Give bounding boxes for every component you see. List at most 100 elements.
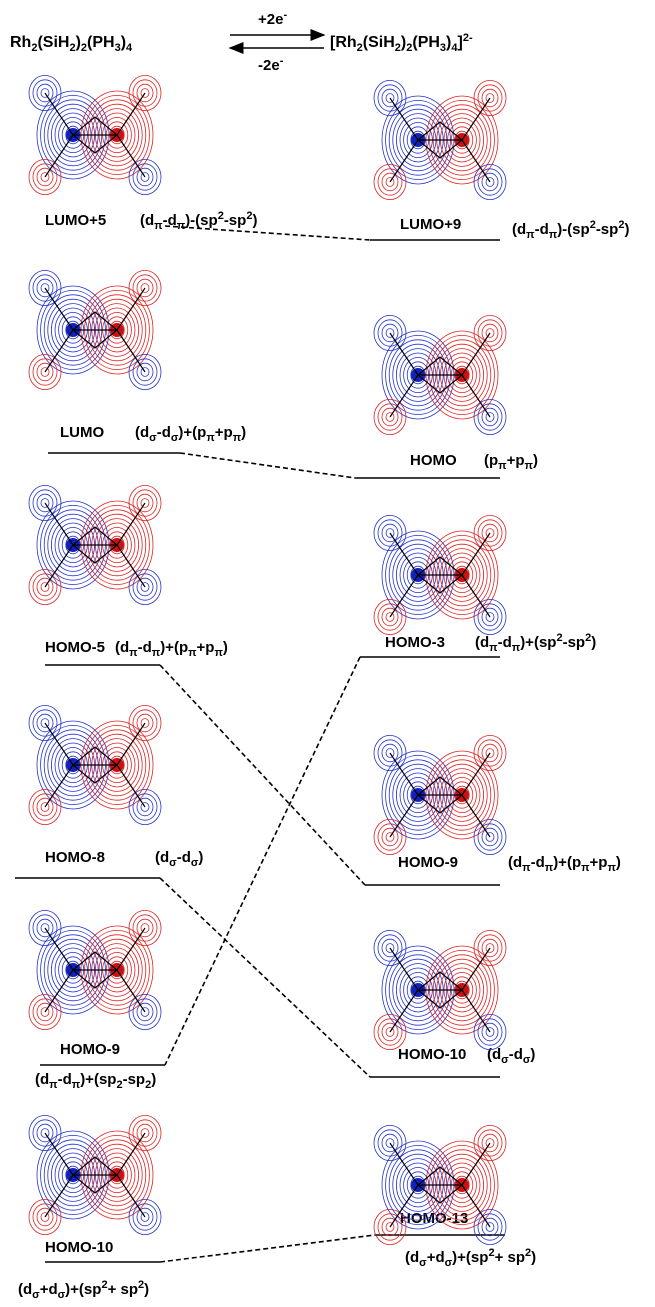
text-run: + sp [108, 1281, 138, 1298]
text-run: +p [197, 639, 215, 656]
level-name: LUMO [60, 424, 104, 441]
orbital-plot [374, 735, 506, 854]
superscript: - [283, 9, 287, 21]
level-name: HOMO-10 [398, 1046, 466, 1063]
level-description: (dπ-dπ)+(sp2-sp2) [35, 1071, 156, 1091]
arrow-label: +2e- [258, 9, 287, 28]
text-run: ) [533, 452, 538, 469]
text-run: (d [18, 1281, 32, 1298]
text-run: ) [591, 634, 596, 651]
orbital-plot [29, 75, 161, 194]
text-run: ) [531, 1249, 536, 1266]
text-run: )+(sp [80, 1071, 116, 1088]
text-run: )+(sp [452, 1249, 488, 1266]
level-description: (dσ+dσ)+(sp2+ sp2) [405, 1247, 536, 1269]
text-run: )+(sp [65, 1281, 101, 1298]
text-run: -sp [224, 212, 247, 229]
subscript: 4 [126, 42, 133, 54]
text-run: Rh [10, 34, 31, 51]
text-run: [Rh [330, 34, 357, 51]
orbital-plot [29, 705, 161, 824]
diagram: Rh2(SiH2)2(PH3)4[Rh2(SiH2)2(PH3)4]2-+2e-… [0, 0, 655, 1307]
text-run: )+(p [553, 854, 581, 871]
text-run: (d [405, 1249, 419, 1266]
text-run: (d [512, 221, 526, 238]
text-run: (d [140, 212, 154, 229]
text-run: (p [484, 452, 498, 469]
level-description: (dσ-dσ) [155, 849, 203, 869]
level-description: (dπ-dπ)-(sp2-sp2) [512, 219, 629, 241]
level-name: HOMO-9 [398, 854, 458, 871]
text-run: (d [487, 1046, 501, 1063]
text-run: ) [223, 639, 228, 656]
orbital-plot [374, 930, 506, 1049]
level-name: HOMO-10 [45, 1239, 113, 1256]
orbital-plot [374, 315, 506, 434]
text-run: -d [509, 1046, 523, 1063]
text-run: (d [135, 424, 149, 441]
level-description: (dπ-dπ)+(sp2-sp2) [475, 632, 596, 654]
level-name: HOMO-9 [60, 1041, 120, 1058]
text-run: -d [498, 634, 512, 651]
text-run: +d [40, 1281, 58, 1298]
correlation-line [160, 878, 370, 1077]
level-name: HOMO-3 [385, 634, 445, 651]
text-run: -d [535, 221, 549, 238]
text-run: (SiH [37, 34, 69, 51]
superscript: - [280, 55, 284, 67]
text-run: -2e [258, 57, 280, 74]
orbital-plot [374, 515, 506, 634]
text-run: ) [624, 221, 629, 238]
text-run: ) [241, 424, 246, 441]
text-run: (d [508, 854, 522, 871]
text-run: (PH [412, 34, 440, 51]
text-run: -d [531, 854, 545, 871]
level-description: (dπ-dπ)+(pπ+pπ) [115, 639, 228, 659]
left-formula: Rh2(SiH2)2(PH3)4 [10, 34, 133, 54]
correlation-line [180, 453, 355, 478]
text-run: )+(sp [520, 634, 556, 651]
text-run: (PH [87, 34, 115, 51]
text-run: ) [151, 1071, 156, 1088]
level-name: LUMO+5 [45, 212, 106, 229]
level-description: (dπ-dπ)-(sp2-sp2) [140, 210, 257, 232]
level-name: LUMO+9 [400, 216, 461, 233]
text-run: ) [616, 854, 621, 871]
text-run: ) [144, 1281, 149, 1298]
text-run: )+(p [178, 424, 206, 441]
arrow-label: -2e- [258, 55, 284, 74]
level-description: (dσ-dσ)+(pπ+pπ) [135, 424, 246, 444]
page: Rh2(SiH2)2(PH3)4[Rh2(SiH2)2(PH3)4]2-+2e-… [0, 0, 655, 1307]
text-run: )+(p [160, 639, 188, 656]
text-run: -d [58, 1071, 72, 1088]
text-run: (d [115, 639, 129, 656]
orbital-plot [29, 1115, 161, 1234]
text-run: -sp [563, 634, 586, 651]
level-description: (pπ+pπ) [484, 452, 538, 472]
text-run: ) [252, 212, 257, 229]
text-run: + sp [495, 1249, 525, 1266]
text-run: -sp [123, 1071, 146, 1088]
orbital-plot [29, 485, 161, 604]
orbital-plot [374, 80, 506, 199]
text-run: -d [157, 424, 171, 441]
right-formula: [Rh2(SiH2)2(PH3)4]2- [330, 32, 473, 54]
text-run: (d [155, 849, 169, 866]
correlation-line [160, 1235, 375, 1262]
text-run: +p [590, 854, 608, 871]
text-run: -d [177, 849, 191, 866]
level-name: HOMO-8 [45, 849, 105, 866]
text-run: ) [530, 1046, 535, 1063]
orbital-plot [29, 910, 161, 1029]
level-name: HOMO [410, 452, 457, 469]
text-run: +p [215, 424, 233, 441]
orbital-plot [29, 270, 161, 389]
text-run: -sp [596, 221, 619, 238]
text-run: (SiH [363, 34, 395, 51]
text-run: (d [35, 1071, 49, 1088]
text-run: )-(sp [185, 212, 218, 229]
text-run: +p [507, 452, 525, 469]
text-run: )-(sp [557, 221, 590, 238]
text-run: +2e [258, 11, 283, 28]
level-description: (dπ-dπ)+(pπ+pπ) [508, 854, 621, 874]
